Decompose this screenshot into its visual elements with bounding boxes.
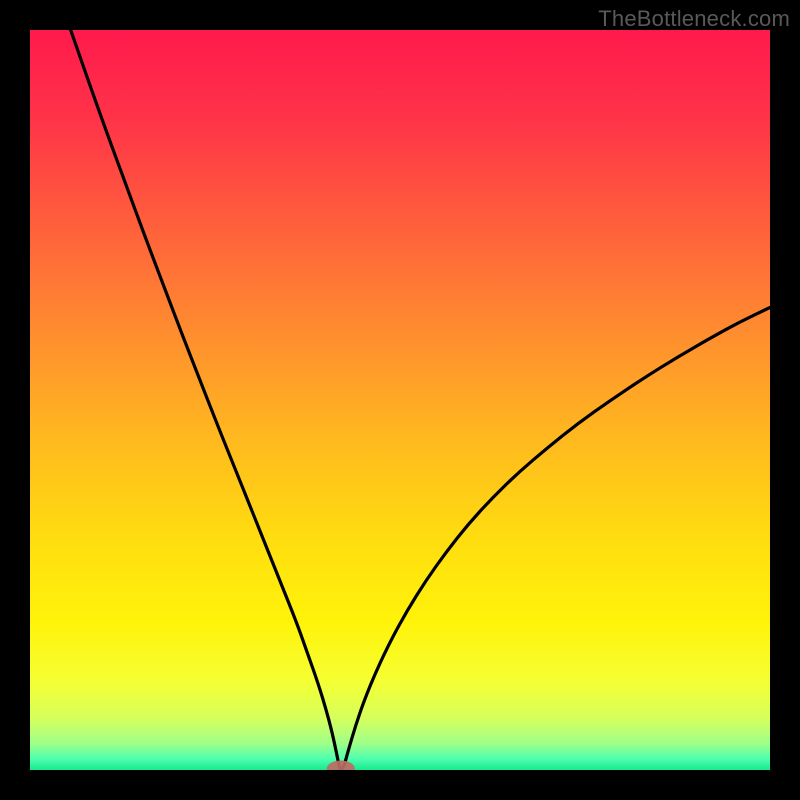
gradient-background — [30, 30, 770, 770]
chart-frame: TheBottleneck.com — [0, 0, 800, 800]
bottleneck-plot — [30, 30, 770, 770]
watermark-text: TheBottleneck.com — [598, 6, 790, 32]
